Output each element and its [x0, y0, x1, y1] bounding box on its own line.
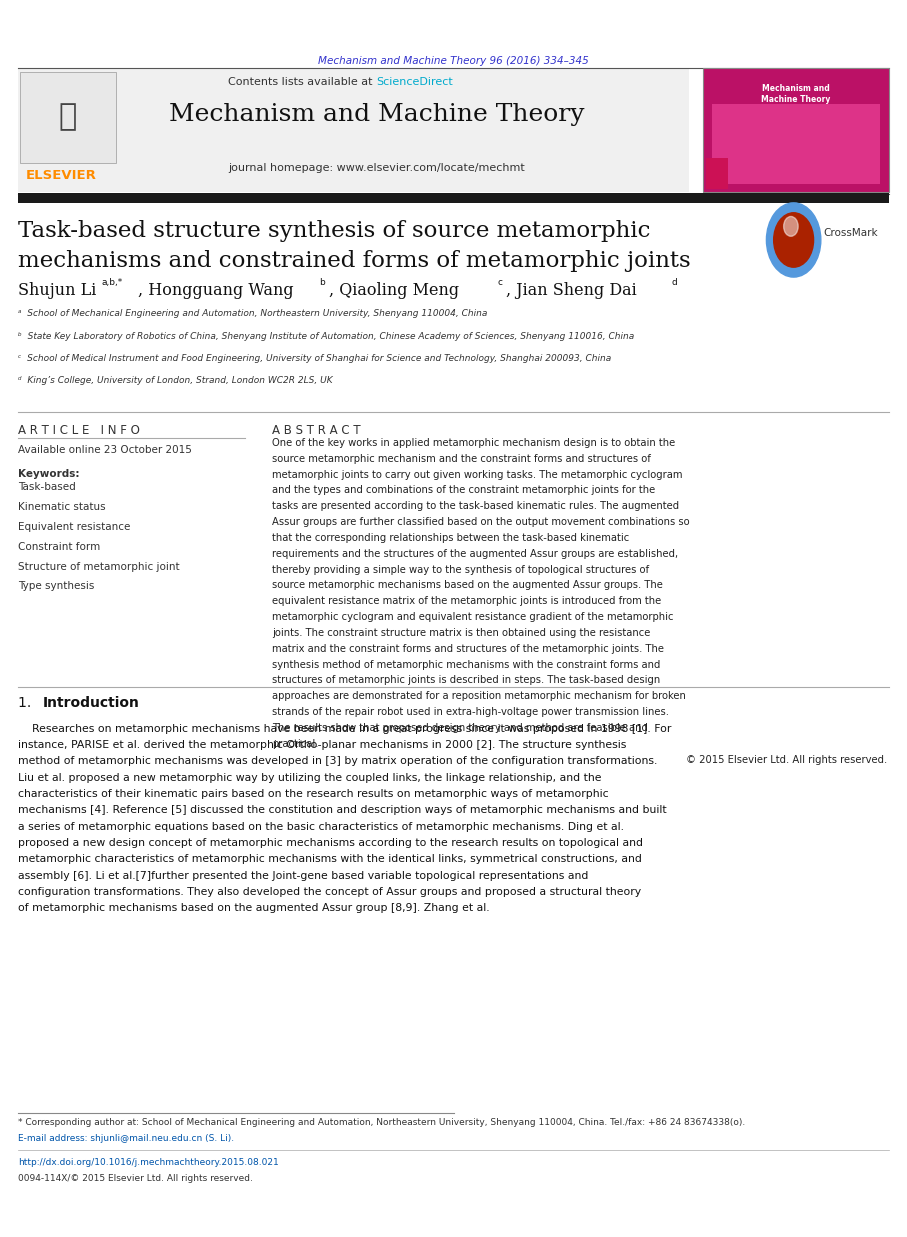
Text: proposed a new design concept of metamorphic mechanisms according to the researc: proposed a new design concept of metamor…	[18, 837, 643, 847]
Text: structures of metamorphic joints is described in steps. The task-based design: structures of metamorphic joints is desc…	[272, 675, 660, 685]
Text: ᶜ  School of Medical Instrument and Food Engineering, University of Shanghai for: ᶜ School of Medical Instrument and Food …	[18, 354, 611, 362]
Text: practical.: practical.	[272, 738, 318, 748]
Text: http://dx.doi.org/10.1016/j.mechmachtheory.2015.08.021: http://dx.doi.org/10.1016/j.mechmachtheo…	[18, 1158, 278, 1166]
Text: source metamorphic mechanism and the constraint forms and structures of: source metamorphic mechanism and the con…	[272, 454, 651, 464]
Text: metamorphic joints to carry out given working tasks. The metamorphic cyclogram: metamorphic joints to carry out given wo…	[272, 470, 683, 480]
Text: ⛾: ⛾	[59, 101, 77, 131]
Text: Type synthesis: Type synthesis	[18, 581, 94, 591]
Text: , Qiaoling Meng: , Qiaoling Meng	[329, 282, 459, 299]
Text: ᵇ  State Key Laboratory of Robotics of China, Shenyang Institute of Automation, : ᵇ State Key Laboratory of Robotics of Ch…	[18, 332, 634, 340]
Text: ᵈ  King’s College, University of London, Strand, London WC2R 2LS, UK: ᵈ King’s College, University of London, …	[18, 376, 333, 385]
Text: method of metamorphic mechanisms was developed in [3] by matrix operation of the: method of metamorphic mechanisms was dev…	[18, 756, 658, 766]
Circle shape	[784, 216, 798, 236]
Text: ᵃ  School of Mechanical Engineering and Automation, Northeastern University, She: ᵃ School of Mechanical Engineering and A…	[18, 309, 488, 318]
Text: c: c	[497, 278, 502, 287]
Text: b: b	[319, 278, 325, 287]
Text: CrossMark: CrossMark	[824, 228, 878, 238]
Text: Kinematic status: Kinematic status	[18, 502, 106, 512]
Text: 0094-114X/© 2015 Elsevier Ltd. All rights reserved.: 0094-114X/© 2015 Elsevier Ltd. All right…	[18, 1174, 253, 1183]
Text: Equivalent resistance: Equivalent resistance	[18, 522, 131, 532]
FancyBboxPatch shape	[703, 68, 889, 192]
Text: , Hongguang Wang: , Hongguang Wang	[138, 282, 294, 299]
FancyBboxPatch shape	[706, 158, 728, 189]
FancyBboxPatch shape	[18, 68, 689, 192]
Text: The results show that proposed design theory and method are feasible and: The results show that proposed design th…	[272, 722, 648, 732]
Text: ELSEVIER: ELSEVIER	[25, 168, 96, 182]
Text: that the corresponding relationships between the task-based kinematic: that the corresponding relationships bet…	[272, 533, 629, 543]
Text: approaches are demonstrated for a reposition metamorphic mechanism for broken: approaches are demonstrated for a reposi…	[272, 691, 686, 701]
Text: strands of the repair robot used in extra-high-voltage power transmission lines.: strands of the repair robot used in extr…	[272, 708, 669, 717]
FancyBboxPatch shape	[18, 68, 141, 192]
Text: Mechanism and Machine Theory: Mechanism and Machine Theory	[169, 103, 584, 126]
Text: configuration transformations. They also developed the concept of Assur groups a: configuration transformations. They also…	[18, 887, 641, 897]
Text: a series of metamorphic equations based on the basic characteristics of metamorp: a series of metamorphic equations based …	[18, 821, 624, 831]
Text: Mechanism and
Machine Theory: Mechanism and Machine Theory	[761, 84, 830, 104]
Text: metamorphic characteristics of metamorphic mechanisms with the identical links, : metamorphic characteristics of metamorph…	[18, 855, 642, 865]
Text: mechanisms [4]. Reference [5] discussed the constitution and description ways of: mechanisms [4]. Reference [5] discussed …	[18, 805, 667, 815]
Text: ScienceDirect: ScienceDirect	[376, 77, 454, 87]
Text: thereby providing a simple way to the synthesis of topological structures of: thereby providing a simple way to the sy…	[272, 564, 649, 574]
Text: Introduction: Introduction	[43, 696, 140, 710]
Text: Available online 23 October 2015: Available online 23 October 2015	[18, 445, 192, 455]
Text: d: d	[671, 278, 677, 287]
Text: instance, PARISE et al. derived the metamorphic Ortho-planar mechanisms in 2000 : instance, PARISE et al. derived the meta…	[18, 740, 627, 750]
Text: Researches on metamorphic mechanisms have been made in a great progress since it: Researches on metamorphic mechanisms hav…	[18, 724, 671, 734]
Text: A B S T R A C T: A B S T R A C T	[272, 424, 361, 438]
Circle shape	[774, 213, 814, 267]
Text: synthesis method of metamorphic mechanisms with the constraint forms and: synthesis method of metamorphic mechanis…	[272, 659, 660, 669]
Text: , Jian Sheng Dai: , Jian Sheng Dai	[506, 282, 637, 299]
Text: 1.: 1.	[18, 696, 35, 710]
Text: Task-based: Task-based	[18, 482, 76, 492]
Circle shape	[766, 203, 821, 277]
FancyBboxPatch shape	[18, 193, 889, 203]
Text: Keywords:: Keywords:	[18, 469, 80, 479]
Text: Mechanism and Machine Theory 96 (2016) 334–345: Mechanism and Machine Theory 96 (2016) 3…	[318, 56, 589, 66]
Text: Assur groups are further classified based on the output movement combinations so: Assur groups are further classified base…	[272, 517, 689, 527]
Text: assembly [6]. Li et al.[7]further presented the Joint-gene based variable topolo: assembly [6]. Li et al.[7]further presen…	[18, 871, 589, 881]
Text: Contents lists available at: Contents lists available at	[229, 77, 376, 87]
Text: Constraint form: Constraint form	[18, 542, 101, 552]
Text: * Corresponding author at: School of Mechanical Engineering and Automation, Nort: * Corresponding author at: School of Mec…	[18, 1118, 746, 1127]
Text: and the types and combinations of the constraint metamorphic joints for the: and the types and combinations of the co…	[272, 485, 656, 495]
Text: characteristics of their kinematic pairs based on the research results on metamo: characteristics of their kinematic pairs…	[18, 789, 609, 799]
Text: A R T I C L E   I N F O: A R T I C L E I N F O	[18, 424, 140, 438]
Text: matrix and the constraint forms and structures of the metamorphic joints. The: matrix and the constraint forms and stru…	[272, 643, 664, 653]
Text: One of the key works in applied metamorphic mechanism design is to obtain the: One of the key works in applied metamorp…	[272, 438, 676, 448]
Text: tasks are presented according to the task-based kinematic rules. The augmented: tasks are presented according to the tas…	[272, 501, 679, 511]
FancyBboxPatch shape	[712, 104, 880, 184]
Text: Structure of metamorphic joint: Structure of metamorphic joint	[18, 562, 180, 571]
Text: metamorphic cyclogram and equivalent resistance gradient of the metamorphic: metamorphic cyclogram and equivalent res…	[272, 612, 674, 622]
Text: source metamorphic mechanisms based on the augmented Assur groups. The: source metamorphic mechanisms based on t…	[272, 580, 663, 590]
Text: a,b,*: a,b,*	[102, 278, 122, 287]
FancyBboxPatch shape	[20, 72, 116, 163]
Text: mechanisms and constrained forms of metamorphic joints: mechanisms and constrained forms of meta…	[18, 250, 691, 272]
Text: E-mail address: shjunli@mail.neu.edu.cn (S. Li).: E-mail address: shjunli@mail.neu.edu.cn …	[18, 1134, 234, 1143]
Text: of metamorphic mechanisms based on the augmented Assur group [8,9]. Zhang et al.: of metamorphic mechanisms based on the a…	[18, 903, 490, 913]
Text: requirements and the structures of the augmented Assur groups are established,: requirements and the structures of the a…	[272, 549, 678, 559]
Text: Task-based structure synthesis of source metamorphic: Task-based structure synthesis of source…	[18, 220, 650, 242]
Text: joints. The constraint structure matrix is then obtained using the resistance: joints. The constraint structure matrix …	[272, 628, 650, 638]
Text: equivalent resistance matrix of the metamorphic joints is introduced from the: equivalent resistance matrix of the meta…	[272, 596, 661, 606]
Text: Liu et al. proposed a new metamorphic way by utilizing the coupled links, the li: Liu et al. proposed a new metamorphic wa…	[18, 773, 601, 783]
Text: journal homepage: www.elsevier.com/locate/mechmt: journal homepage: www.elsevier.com/locat…	[228, 163, 525, 173]
Text: © 2015 Elsevier Ltd. All rights reserved.: © 2015 Elsevier Ltd. All rights reserved…	[686, 755, 887, 764]
Text: Shujun Li: Shujun Li	[18, 282, 96, 299]
